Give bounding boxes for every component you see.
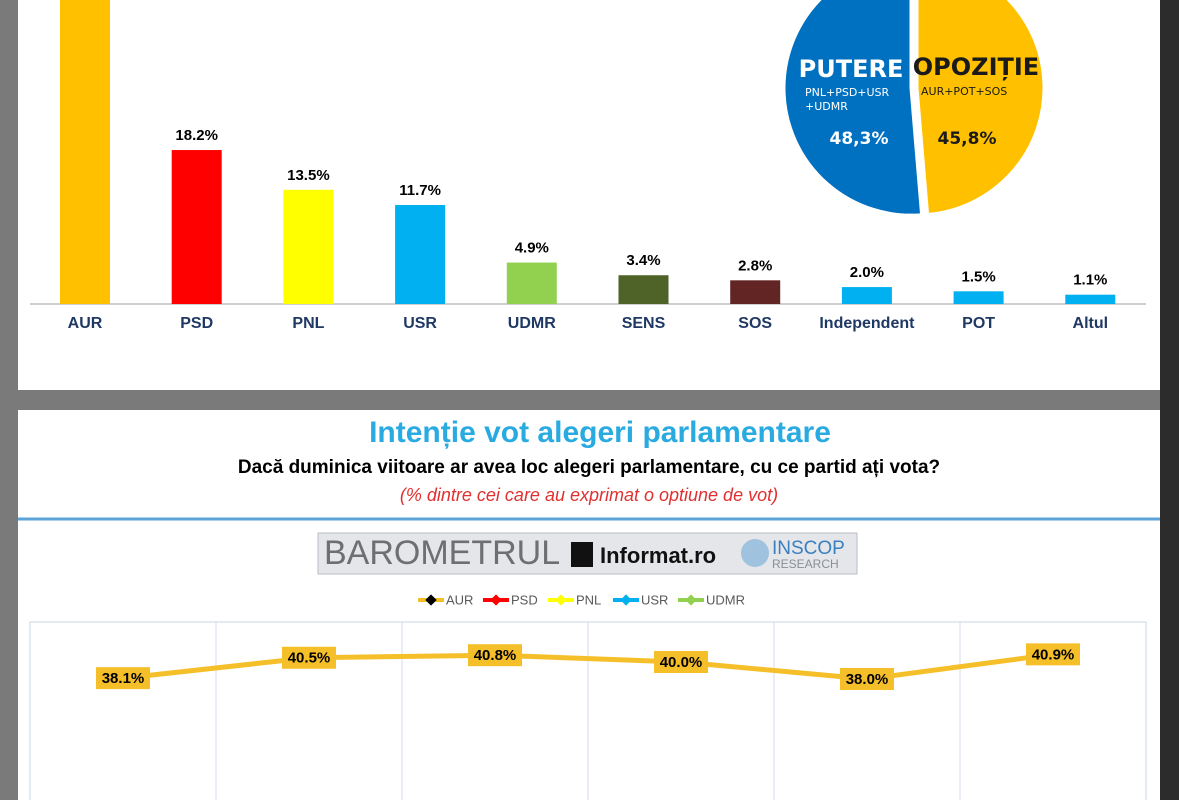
logo-icon bbox=[571, 542, 593, 567]
data-label: 45,8% bbox=[938, 129, 997, 149]
bar bbox=[730, 280, 781, 304]
logo-text: BAROMETRUL bbox=[324, 534, 560, 572]
logo-icon bbox=[741, 539, 769, 567]
x-tick-label: USR bbox=[403, 315, 437, 332]
legend-label: UDMR bbox=[706, 592, 745, 607]
bar bbox=[618, 275, 669, 304]
data-label-box bbox=[1026, 643, 1080, 666]
legend-marker bbox=[620, 594, 632, 606]
logo-text: Informat.ro bbox=[600, 543, 716, 568]
bar bbox=[506, 262, 557, 304]
data-label: 38.1% bbox=[102, 670, 145, 687]
legend-label: USR bbox=[641, 592, 668, 607]
data-label: 2.8% bbox=[738, 257, 772, 274]
legend-label: PSD bbox=[511, 592, 538, 607]
x-tick-label: AUR bbox=[68, 315, 103, 332]
data-label-box bbox=[96, 667, 150, 690]
data-label: 48,3% bbox=[830, 129, 889, 149]
bar bbox=[283, 189, 334, 304]
logo-text: INSCOP bbox=[772, 538, 845, 559]
subtitle: Dacă duminica viitoare ar avea loc alege… bbox=[238, 457, 940, 478]
data-label: 38.0% bbox=[846, 671, 889, 688]
slice-label: OPOZIȚIE bbox=[913, 53, 1039, 81]
data-label: 3.4% bbox=[626, 252, 660, 269]
data-label: 1.5% bbox=[961, 268, 995, 285]
bar bbox=[171, 150, 222, 304]
data-label: 1.1% bbox=[1073, 272, 1107, 289]
x-tick-label: POT bbox=[962, 315, 995, 332]
slice-description: PNL+PSD+USR+UDMR bbox=[805, 86, 890, 113]
data-label: 2.0% bbox=[850, 264, 884, 281]
logo-text: RESEARCH bbox=[772, 557, 839, 571]
data-label-box bbox=[654, 651, 708, 673]
data-label: 40.9% bbox=[1032, 646, 1075, 663]
bar bbox=[60, 0, 110, 305]
bar bbox=[841, 287, 892, 304]
legend-marker bbox=[425, 594, 437, 606]
data-label: 40.8% bbox=[474, 647, 517, 664]
data-label-box bbox=[468, 644, 522, 667]
legend-label: AUR bbox=[446, 592, 473, 607]
chart-title: Intenție vot alegeri parlamentare bbox=[369, 416, 831, 449]
legend-marker bbox=[490, 594, 502, 606]
x-tick-label: UDMR bbox=[508, 315, 556, 332]
pie-slice bbox=[782, 0, 924, 217]
data-label: 4.9% bbox=[515, 240, 549, 257]
line bbox=[122, 651, 1054, 682]
frame bbox=[1160, 0, 1179, 800]
note: (% dintre cei care au exprimat o optiune… bbox=[400, 485, 778, 505]
bar bbox=[953, 291, 1004, 304]
data-label: 13.5% bbox=[287, 167, 330, 184]
x-tick-label: Altul bbox=[1073, 315, 1109, 332]
x-tick-label: PNL bbox=[292, 315, 324, 332]
bar bbox=[395, 205, 446, 304]
pie-slice bbox=[915, 0, 1046, 217]
data-label-box bbox=[282, 646, 336, 669]
slice-description: AUR+POT+SOS bbox=[921, 85, 1008, 98]
legend-marker bbox=[555, 594, 567, 606]
legend-label: PNL bbox=[576, 592, 601, 607]
data-label-box bbox=[840, 668, 894, 690]
x-tick-label: PSD bbox=[180, 315, 213, 332]
x-tick-label: Independent bbox=[819, 315, 915, 332]
x-tick-label: SENS bbox=[622, 315, 666, 332]
data-label: 40.5% bbox=[288, 650, 331, 667]
x-tick-label: SOS bbox=[738, 315, 772, 332]
bar bbox=[1065, 294, 1116, 304]
data-label: 18.2% bbox=[175, 127, 218, 144]
slice-label: PUTERE bbox=[799, 55, 904, 83]
legend-marker bbox=[685, 594, 697, 606]
data-label: 11.7% bbox=[399, 182, 441, 199]
data-label: 40.0% bbox=[660, 654, 703, 671]
